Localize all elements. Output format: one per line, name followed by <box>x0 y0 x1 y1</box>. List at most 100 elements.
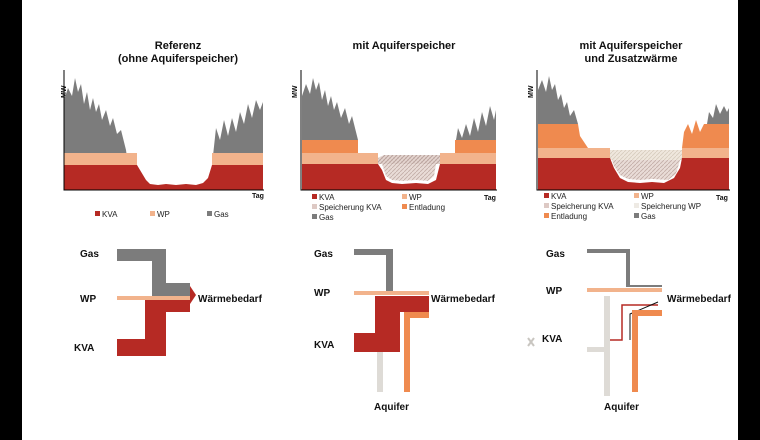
label-wp: WP <box>314 288 330 299</box>
flow-aquifer-wp <box>587 347 609 352</box>
label-kva: KVA <box>74 343 94 354</box>
flow-entladung <box>632 310 662 392</box>
legend-swatch-wp <box>634 193 639 198</box>
area-entladung-right <box>682 120 729 148</box>
legend-label-speicherung-kva: Speicherung KVA <box>551 202 614 211</box>
area-gas <box>538 76 578 124</box>
x-axis-label: Tag <box>252 193 264 200</box>
legend: KVA WP Speicherung KVA Entladung Gas <box>312 193 445 222</box>
panel-title-line1: mit Aquiferspeicher <box>580 40 684 52</box>
legend-label-gas: Gas <box>214 210 229 219</box>
load-chart: MW Tag <box>292 70 497 202</box>
label-gas: Gas <box>80 249 99 260</box>
label-waermebedarf: Wärmebedarf <box>198 294 263 305</box>
flow-entladung <box>404 312 429 392</box>
legend-swatch-entladung <box>402 204 407 209</box>
legend-swatch-kva <box>544 193 549 198</box>
flow-gas <box>117 249 190 296</box>
legend-swatch-speicherung-kva <box>312 204 317 209</box>
y-axis-label: MW <box>292 85 299 98</box>
label-wp: WP <box>80 294 96 305</box>
area-gas-right <box>707 104 729 124</box>
area-wp-right <box>682 148 729 158</box>
panel-title-line1: Referenz <box>155 40 202 52</box>
area-wp <box>64 153 137 165</box>
panel-title-line1: mit Aquiferspeicher <box>353 40 457 52</box>
area-gas <box>302 78 358 140</box>
label-gas: Gas <box>314 249 333 260</box>
flow-gas <box>587 249 630 285</box>
legend-label-speicherung-kva: Speicherung KVA <box>319 203 382 212</box>
flow-kva <box>605 304 658 341</box>
axis-frame <box>63 70 264 191</box>
sankey-diagram: Gas WP KVA Wärmebedarf <box>74 249 263 356</box>
legend-label-wp: WP <box>157 210 170 219</box>
flow-gas-to-demand <box>626 285 662 287</box>
flow-kva <box>354 296 429 352</box>
area-speicherung-wp <box>610 150 682 160</box>
flow-speicherung-kva <box>629 301 659 340</box>
legend-swatch-gas <box>634 213 639 218</box>
legend: KVA WP Speicherung KVA Speicherung WP En… <box>544 192 701 221</box>
area-gas-right <box>456 106 496 140</box>
label-waermebedarf: Wärmebedarf <box>667 294 732 305</box>
label-waermebedarf: Wärmebedarf <box>431 294 496 305</box>
axis-frame <box>536 70 730 191</box>
flow-aquifer-charge <box>377 352 383 392</box>
panel-title-line2: und Zusatzwärme <box>585 53 678 65</box>
flow-speicherung-wp <box>604 296 610 396</box>
panel-referenz: Referenz (ohne Aquiferspeicher) MW Tag K… <box>61 40 264 356</box>
label-kva: KVA <box>542 334 562 345</box>
area-gas-right <box>212 100 263 165</box>
load-chart: MW Tag <box>528 70 730 202</box>
legend-swatch-gas <box>207 211 212 216</box>
legend-swatch-speicherung-kva <box>544 203 549 208</box>
flow-kva-gas-arrow <box>190 286 196 304</box>
legend-swatch-kva <box>312 194 317 199</box>
panel-aquifer-zusatzwaerme: mit Aquiferspeicher und Zusatzwärme MW T… <box>527 40 732 413</box>
label-wp: WP <box>546 286 562 297</box>
area-gas <box>64 78 128 165</box>
legend-label-wp: WP <box>409 193 422 202</box>
legend-label-speicherung-wp: Speicherung WP <box>641 202 701 211</box>
area-speicherung-kva <box>378 155 440 164</box>
flow-wp <box>117 296 190 300</box>
axis-frame <box>300 70 497 191</box>
legend-swatch-speicherung-wp <box>634 203 639 208</box>
label-aquifer: Aquifer <box>374 402 409 413</box>
sankey-diagram: Gas WP KVA Wärmebedarf Aquifer <box>314 249 496 413</box>
sankey-diagram: Gas WP KVA Wärmebedarf Aquifer <box>527 249 732 413</box>
area-wp-right <box>440 153 496 164</box>
legend-swatch-wp <box>150 211 155 216</box>
area-wp <box>302 153 378 164</box>
legend-label-kva: KVA <box>102 210 118 219</box>
label-gas: Gas <box>546 249 565 260</box>
flow-gas <box>354 249 393 291</box>
legend: KVA WP Gas <box>95 210 229 219</box>
legend-label-kva: KVA <box>551 192 567 201</box>
area-speicherung-kva <box>612 160 680 180</box>
area-wp-right <box>212 153 263 165</box>
area-kva <box>538 158 729 190</box>
legend-swatch-gas <box>312 214 317 219</box>
close-icon <box>527 337 535 347</box>
legend-label-gas: Gas <box>319 213 334 222</box>
area-speicherung-kva-lower <box>382 164 436 181</box>
y-axis-label: MW <box>528 85 535 98</box>
area-entladung <box>302 140 358 153</box>
legend-swatch-entladung <box>544 213 549 218</box>
label-aquifer: Aquifer <box>604 402 639 413</box>
x-axis-label: Tag <box>484 195 496 202</box>
legend-swatch-kva <box>95 211 100 216</box>
area-wp <box>538 148 610 158</box>
area-kva <box>64 165 263 190</box>
flow-wp <box>587 288 662 292</box>
area-entladung <box>538 124 588 148</box>
label-kva: KVA <box>314 340 334 351</box>
legend-label-kva: KVA <box>319 193 335 202</box>
flow-kva <box>117 300 190 356</box>
area-kva <box>302 164 496 190</box>
load-chart: MW Tag <box>61 70 264 200</box>
